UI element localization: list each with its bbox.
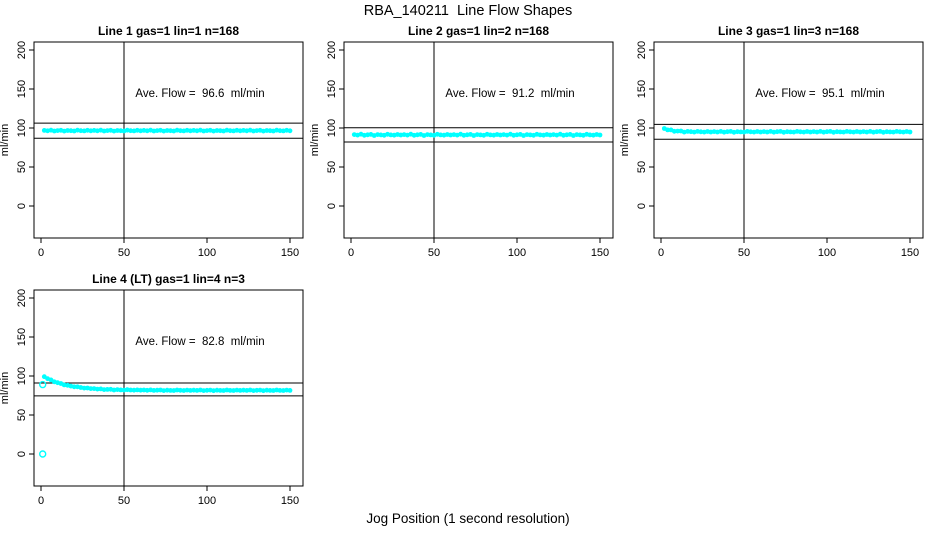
data-point — [597, 132, 603, 138]
x-tick-label: 0 — [348, 247, 354, 259]
ave-flow-annotation: Ave. Flow = 96.6 ml/min — [135, 88, 264, 100]
panel-title: Line 3 gas=1 lin=3 n=168 — [718, 24, 859, 38]
data-point — [287, 128, 293, 134]
ave-flow-annotation: Ave. Flow = 82.8 ml/min — [135, 336, 264, 348]
y-tick-label: 50 — [636, 161, 648, 173]
x-axis-label: Jog Position (1 second resolution) — [366, 511, 570, 526]
data-point — [178, 128, 183, 134]
data-point — [277, 388, 283, 393]
x-tick-label: 100 — [508, 247, 526, 259]
x-tick-label: 150 — [901, 247, 919, 259]
outlier-point — [39, 450, 47, 458]
y-tick-label: 100 — [326, 119, 338, 137]
x-tick-label: 0 — [38, 495, 44, 507]
y-tick-label: 50 — [16, 161, 28, 173]
data-point — [287, 388, 293, 393]
data-point — [277, 128, 283, 134]
y-tick-label: 100 — [636, 119, 648, 137]
x-tick-label: 150 — [281, 495, 299, 507]
x-tick-label: 100 — [198, 495, 216, 507]
plot-box — [653, 41, 924, 239]
x-tick-label: 150 — [281, 247, 299, 259]
plot-box — [33, 41, 304, 239]
chart-main-title: RBA_140211 Line Flow Shapes — [363, 3, 573, 19]
data-point — [178, 387, 183, 393]
x-tick-label: 50 — [118, 495, 130, 507]
panel-line-4: Line 4 (LT) gas=1 lin=4 n=3 Ave. Flow = 8… — [0, 272, 304, 507]
x-tick-label: 100 — [198, 247, 216, 259]
y-tick-label: 50 — [16, 409, 28, 421]
data-point — [227, 128, 233, 134]
data-point — [227, 388, 233, 393]
y-tick-label: 0 — [16, 451, 28, 457]
y-axis-unit-label: ml/min — [619, 124, 631, 156]
data-point — [907, 129, 913, 135]
y-tick-label: 150 — [326, 80, 338, 98]
y-axis-unit-label: ml/min — [0, 124, 11, 156]
data-point — [128, 128, 134, 134]
data-point — [128, 387, 134, 393]
x-tick-label: 100 — [818, 247, 836, 259]
panel-title: Line 2 gas=1 lin=2 n=168 — [408, 24, 549, 38]
y-tick-label: 100 — [16, 119, 28, 137]
data-point — [71, 384, 77, 390]
y-tick-label: 100 — [16, 367, 28, 385]
data-point — [95, 386, 100, 392]
y-tick-label: 0 — [326, 203, 338, 209]
y-axis-unit-label: ml/min — [309, 124, 321, 156]
y-axis-unit-label: ml/min — [0, 372, 11, 404]
panel-line-2: Line 2 gas=1 lin=2 n=168 Ave. Flow = 91.2… — [309, 24, 614, 259]
outlier-point — [39, 380, 47, 389]
data-point — [88, 386, 94, 391]
x-tick-label: 50 — [428, 247, 440, 259]
y-tick-label: 200 — [326, 41, 338, 59]
y-tick-label: 200 — [16, 289, 28, 307]
plot-box — [33, 289, 304, 487]
y-tick-label: 150 — [636, 80, 648, 98]
panel-title: Line 1 gas=1 lin=1 n=168 — [98, 24, 239, 38]
data-point — [78, 128, 84, 134]
flow-shape-plots: Line 1 gas=1 lin=1 n=168 Ave. Flow = 96.6… — [0, 24, 924, 507]
y-tick-label: 0 — [636, 203, 648, 209]
y-tick-label: 50 — [326, 161, 338, 173]
x-tick-label: 150 — [591, 247, 609, 259]
x-tick-label: 50 — [118, 247, 130, 259]
y-tick-label: 150 — [16, 328, 28, 346]
panel-line-3: Line 3 gas=1 lin=3 n=168 Ave. Flow = 95.1… — [619, 24, 924, 259]
x-tick-label: 0 — [38, 247, 44, 259]
plot-box — [343, 41, 614, 239]
y-tick-label: 0 — [16, 203, 28, 209]
y-tick-label: 150 — [16, 80, 28, 98]
data-point — [665, 127, 670, 133]
ave-flow-annotation: Ave. Flow = 95.1 ml/min — [755, 88, 884, 100]
panel-title: Line 4 (LT) gas=1 lin=4 n=3 — [92, 272, 245, 286]
x-tick-label: 50 — [738, 247, 750, 259]
y-tick-label: 200 — [16, 41, 28, 59]
x-tick-label: 0 — [658, 247, 664, 259]
panel-line-1: Line 1 gas=1 lin=1 n=168 Ave. Flow = 96.6… — [0, 24, 304, 259]
y-tick-label: 200 — [636, 41, 648, 59]
ave-flow-annotation: Ave. Flow = 91.2 ml/min — [445, 88, 574, 100]
